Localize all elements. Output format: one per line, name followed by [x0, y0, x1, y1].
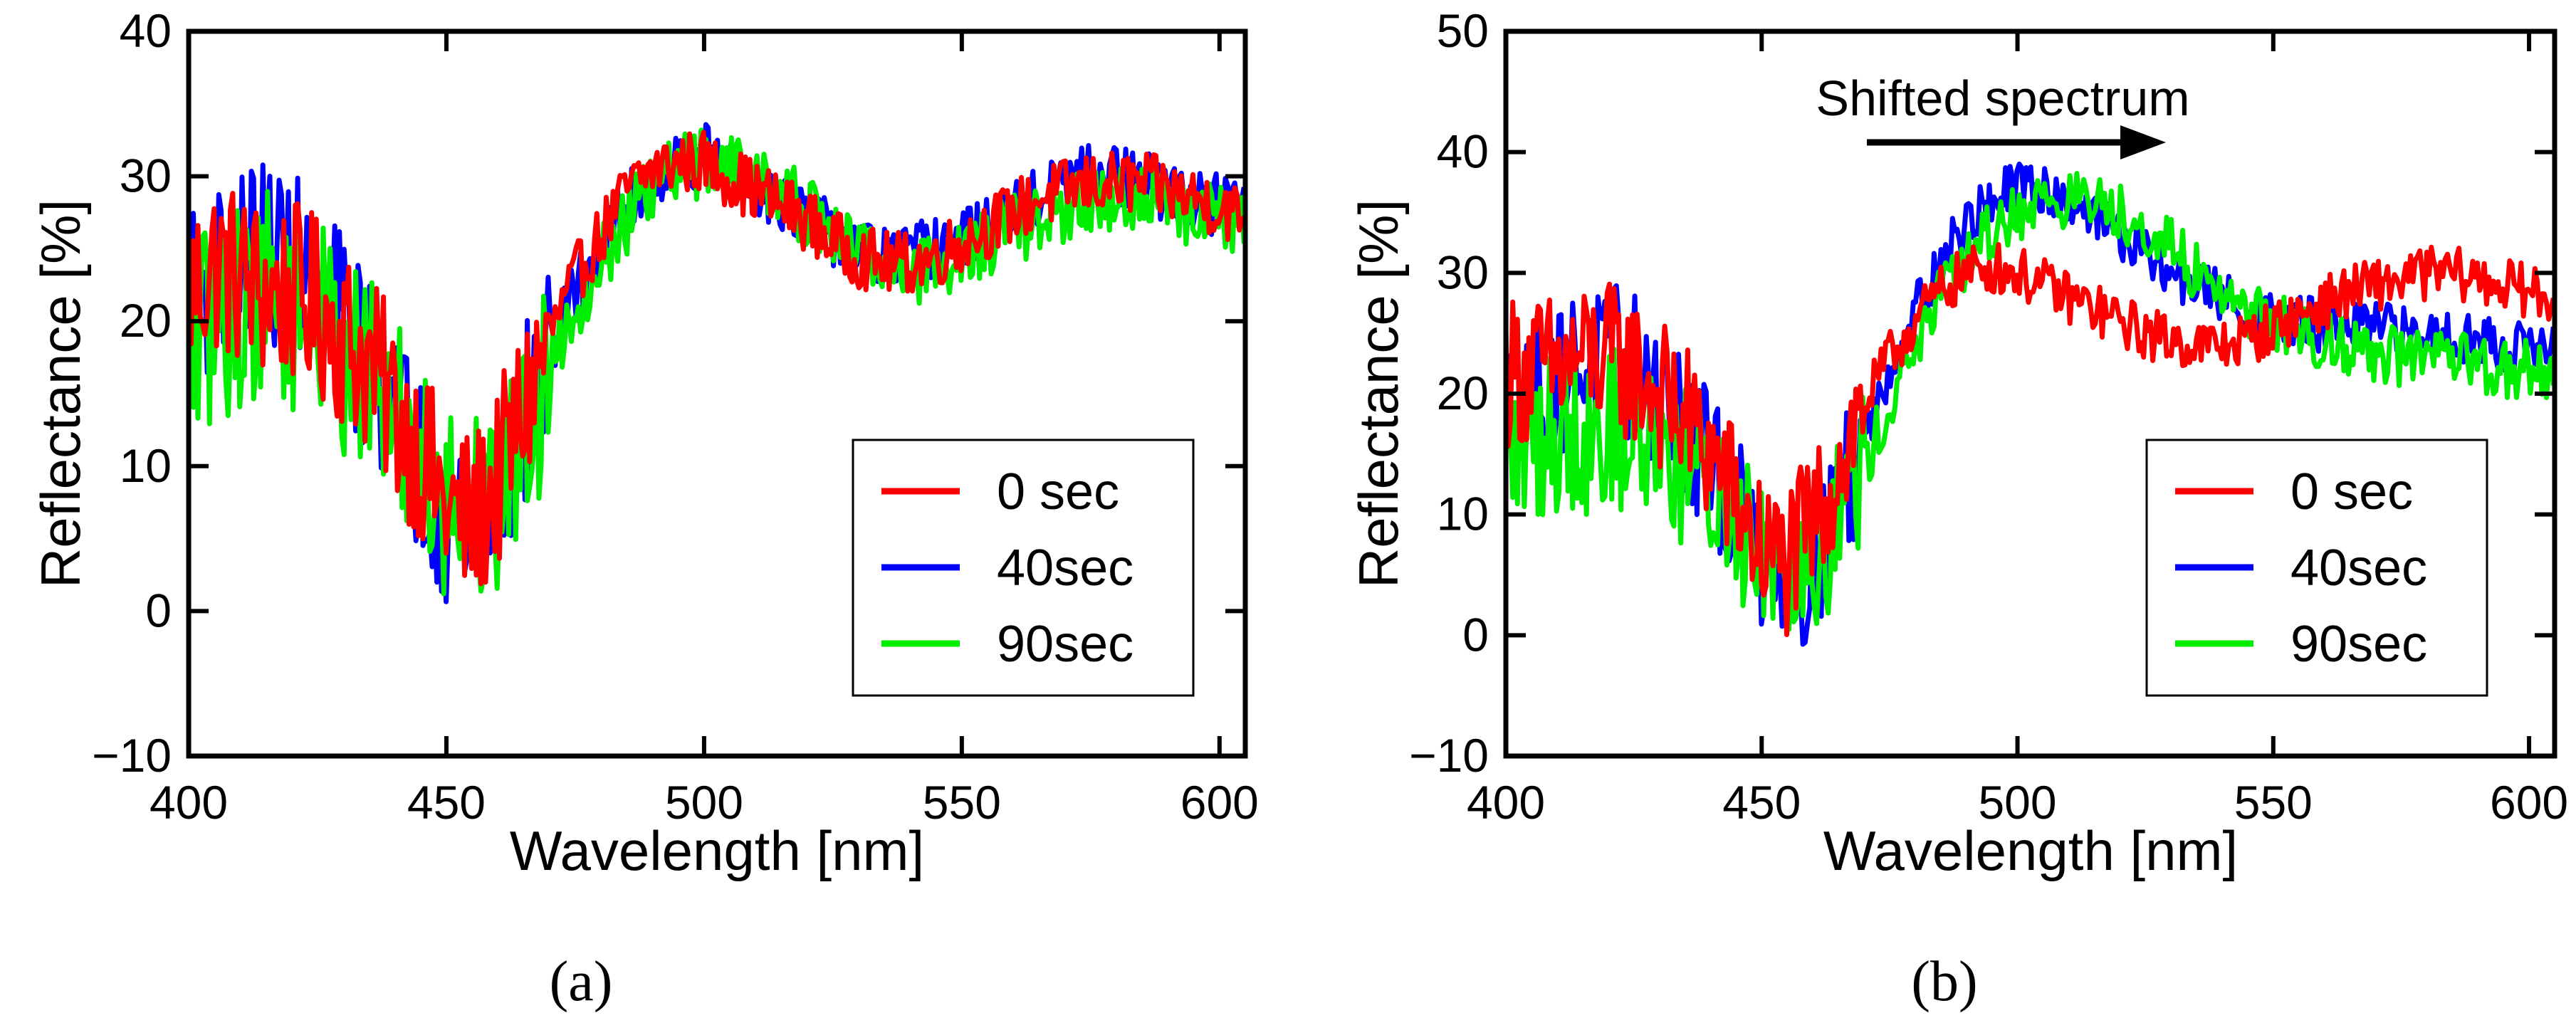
b-annotation-arrow-head	[2120, 125, 2166, 159]
a-series-group	[189, 122, 1245, 604]
b-annotation: Shifted spectrum	[1816, 70, 2190, 159]
b-x-tick-label: 450	[1722, 776, 1801, 829]
a-y-tick-label: 30	[120, 149, 172, 202]
a-ticks: 400 450 500 550 600 −10 0 10 20 30 40	[92, 4, 1259, 829]
b-legend: 0 sec 40sec 90sec	[2145, 439, 2488, 697]
a-x-tick-label: 400	[150, 776, 228, 829]
a-x-axis-label: Wavelength [nm]	[510, 819, 924, 882]
a-y-axis-label: Reflectance [%]	[29, 199, 92, 588]
a-legend: 0 sec 40sec 90sec	[852, 439, 1195, 697]
b-x-tick-label: 500	[1978, 776, 2056, 829]
b-y-axis-label: Reflectance [%]	[1347, 199, 1410, 588]
a-y-tick-label: −10	[92, 729, 172, 782]
a-y-tick-label: 10	[120, 439, 172, 492]
a-series-line-0sec	[189, 130, 1245, 587]
panel-a: 400 450 500 550 600 −10 0 10 20 30 40 Wavelength […	[29, 4, 1259, 1013]
a-x-tick-label: 450	[407, 776, 486, 829]
b-series-group	[1506, 162, 2555, 647]
a-legend-label-0sec: 0 sec	[997, 463, 1119, 520]
b-series-line-90sec	[1506, 171, 2555, 632]
a-panel-caption: (a)	[550, 950, 613, 1013]
b-legend-label-0sec: 0 sec	[2290, 463, 2413, 520]
b-y-tick-label: 20	[1437, 367, 1489, 419]
a-y-tick-label: 20	[120, 294, 172, 347]
b-x-tick-label: 600	[2490, 776, 2568, 829]
b-y-tick-label: 0	[1462, 608, 1489, 661]
b-y-tick-label: 50	[1437, 4, 1489, 57]
b-legend-label-40sec: 40sec	[2290, 540, 2427, 597]
a-x-tick-label: 550	[923, 776, 1001, 829]
a-plot-frame	[186, 28, 1248, 759]
a-x-tick-label: 600	[1180, 776, 1259, 829]
b-series-line-0sec	[1506, 242, 2555, 637]
b-x-tick-label: 550	[2234, 776, 2313, 829]
a-legend-label-90sec: 90sec	[997, 616, 1133, 673]
b-x-axis-label: Wavelength [nm]	[1823, 819, 2238, 882]
b-y-tick-label: 40	[1437, 125, 1489, 178]
a-y-tick-label: 0	[145, 584, 172, 636]
a-x-tick-label: 500	[665, 776, 743, 829]
b-annotation-text: Shifted spectrum	[1816, 70, 2189, 126]
b-y-tick-label: 10	[1437, 488, 1489, 540]
b-y-tick-label: 30	[1437, 246, 1489, 298]
b-x-tick-label: 400	[1467, 776, 1545, 829]
a-y-tick-label: 40	[120, 4, 172, 57]
b-y-tick-label: −10	[1409, 729, 1489, 782]
b-legend-label-90sec: 90sec	[2290, 616, 2427, 673]
a-legend-label-40sec: 40sec	[997, 540, 1133, 597]
b-series-line-40sec	[1506, 162, 2555, 647]
b-panel-caption: (b)	[1911, 950, 1977, 1013]
b-ticks: 400 450 500 550 600 −10 0 10 20 30 40 50	[1409, 4, 2568, 829]
panel-b: 400 450 500 550 600 −10 0 10 20 30 40 50 Wavelength…	[1347, 4, 2568, 1013]
